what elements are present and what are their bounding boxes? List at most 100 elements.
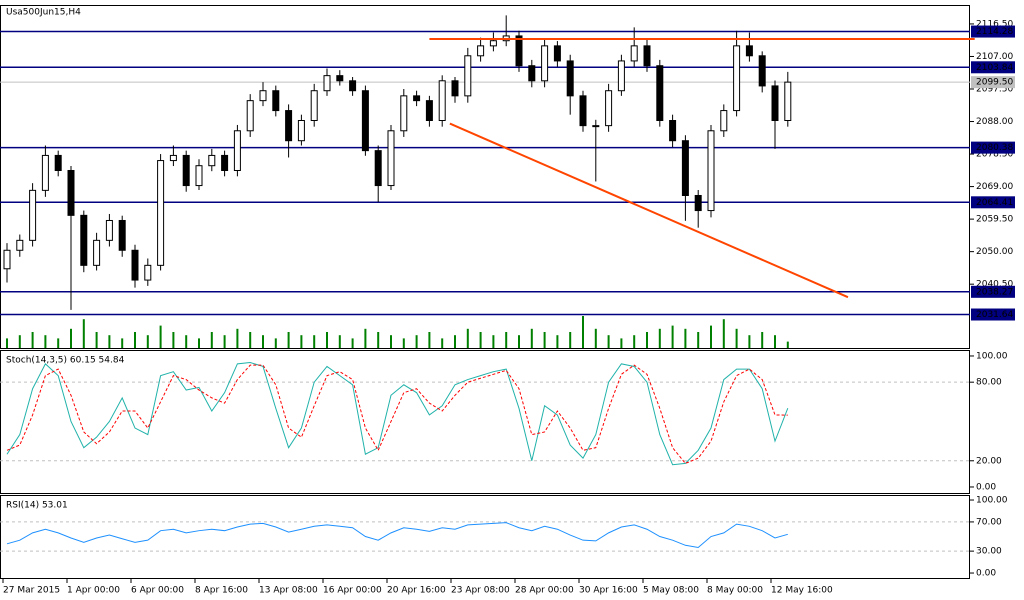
volume-bar	[454, 335, 456, 348]
candle-body	[3, 249, 11, 270]
candle-body	[413, 95, 421, 102]
y-tick-label: 2088.00	[976, 117, 1013, 127]
level-label: 2064.41	[976, 198, 1013, 208]
candle-body	[438, 80, 446, 122]
rsi-title: RSI(14) 53.01	[6, 501, 68, 511]
volume-bar	[786, 341, 789, 348]
volume-bar	[735, 328, 738, 348]
indicator-line	[6, 364, 788, 464]
level-label: 2038.27	[976, 287, 1013, 297]
volume-bar	[57, 338, 60, 348]
volume-bar	[338, 335, 341, 348]
candle-body	[464, 55, 472, 97]
y-tick-label: 20.00	[976, 456, 1002, 466]
candle-body	[656, 65, 664, 122]
volume-bar	[569, 332, 572, 348]
x-tick-label: 23 Apr 08:00	[451, 586, 510, 596]
candle-body	[707, 130, 715, 212]
volume-bar	[518, 335, 520, 348]
candle-body	[246, 100, 254, 132]
volume-bar	[351, 338, 354, 348]
volume-bar	[262, 335, 264, 348]
candle-body	[80, 214, 88, 266]
volume-bar	[108, 335, 111, 348]
volume-bar	[415, 335, 418, 348]
volume-bar	[466, 328, 469, 348]
volume-bar	[377, 332, 380, 348]
candle-body	[745, 45, 753, 57]
x-tick-label: 27 Mar 2015	[3, 586, 60, 596]
candle-body	[54, 154, 62, 171]
volume-bar	[428, 332, 431, 348]
x-tick-label: 28 Apr 00:00	[515, 586, 574, 596]
candle-body	[233, 130, 241, 171]
y-tick-label: 2078.50	[976, 150, 1013, 160]
candle-body	[528, 65, 536, 82]
volume-bar	[6, 338, 8, 348]
x-tick-label: 1 Apr 00:00	[67, 586, 120, 596]
last-price-label: 2099.50	[976, 78, 1013, 88]
volume-bar	[31, 332, 34, 348]
level-box	[971, 196, 1015, 209]
level-box	[971, 25, 1015, 38]
indicator-line	[6, 522, 788, 549]
rsi-panel	[0, 495, 970, 579]
volume-bar	[95, 332, 98, 348]
candle-body	[451, 80, 459, 97]
y-tick-label: 30.00	[976, 547, 1002, 557]
level-box	[971, 308, 1015, 321]
candle-body	[195, 165, 203, 187]
volume-bar	[121, 338, 124, 348]
volume-bar	[748, 335, 751, 348]
x-tick-label: 8 May 00:00	[707, 586, 763, 596]
volume-bar	[479, 332, 482, 348]
y-tick-label: 70.00	[976, 517, 1002, 527]
y-tick-label: 2040.50	[976, 280, 1013, 290]
chart-title: Usa500Jun15,H4	[6, 8, 81, 18]
level-label: 2114.28	[976, 27, 1013, 37]
candle-body	[617, 60, 625, 92]
volume-bar	[543, 332, 546, 348]
volume-bar	[633, 335, 636, 348]
volume-bar	[774, 335, 776, 348]
level-box	[971, 141, 1015, 154]
candle-body	[157, 160, 165, 266]
volume-bar	[313, 335, 316, 348]
volume-bar	[274, 338, 277, 348]
volume-bar	[492, 335, 495, 348]
x-tick-label: 5 May 08:00	[643, 586, 699, 596]
candle-body	[387, 130, 395, 187]
volume-bar	[646, 332, 648, 348]
candle-body	[694, 194, 702, 212]
candle-body	[323, 75, 331, 92]
volume-bar	[326, 332, 328, 348]
candle-body	[643, 45, 651, 67]
y-tick-label: 2050.00	[976, 247, 1013, 257]
candle-body	[16, 239, 24, 251]
candle-body	[771, 85, 779, 122]
candle-body	[285, 110, 293, 142]
candle-body	[131, 249, 139, 281]
candle-body	[630, 45, 638, 62]
volume-bar	[172, 332, 175, 348]
y-tick-label: 2116.50	[976, 19, 1013, 29]
volume-bar	[223, 335, 226, 348]
y-tick-label: 80.00	[976, 378, 1002, 388]
candle-body	[144, 264, 152, 281]
candle-body	[515, 35, 523, 67]
level-box	[971, 61, 1015, 74]
candle-body	[221, 154, 229, 171]
stoch-title: Stoch(14,3,5) 60.15 54.84	[6, 356, 125, 366]
candle-body	[105, 219, 113, 241]
x-tick-label: 12 May 16:00	[771, 586, 833, 596]
y-tick-label: 2107.00	[976, 52, 1013, 62]
volume-bar	[287, 332, 290, 348]
candle-body	[361, 90, 369, 152]
stoch-panel	[0, 350, 970, 494]
volume-bar	[300, 335, 303, 348]
volume-bar	[82, 319, 85, 348]
y-tick-label: 2069.00	[976, 182, 1013, 192]
y-tick-label: 2059.50	[976, 215, 1013, 225]
volume-bar	[402, 338, 405, 348]
